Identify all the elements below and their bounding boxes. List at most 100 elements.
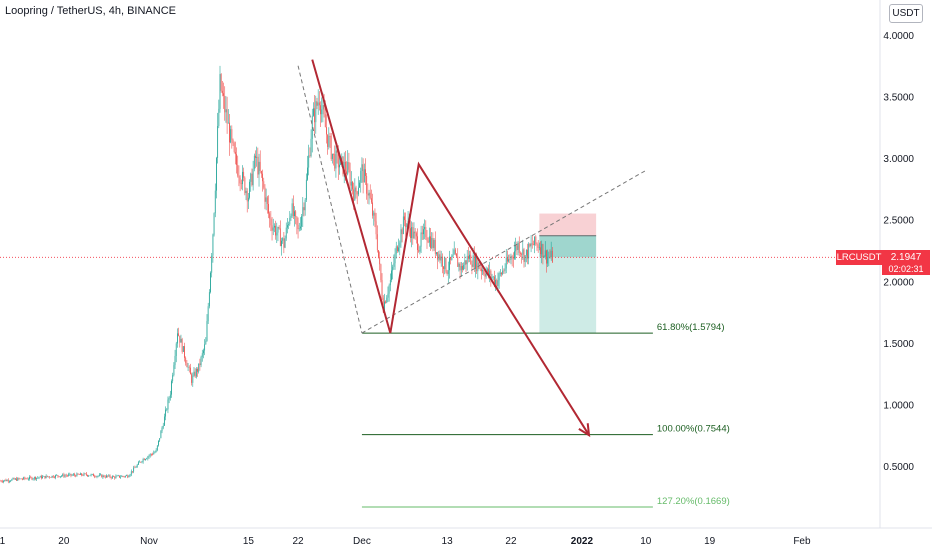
candle-body <box>434 239 436 254</box>
candle-body <box>39 476 41 478</box>
candle-body <box>295 211 297 217</box>
candle-body <box>229 122 230 143</box>
candle-body <box>430 236 431 248</box>
candle-body <box>194 371 196 377</box>
candle-body <box>77 473 79 475</box>
candle-body <box>251 173 253 186</box>
x-tick-label: 15 <box>243 536 255 547</box>
candle-body <box>89 475 91 477</box>
candle-body <box>108 475 110 477</box>
candle-body <box>486 268 488 273</box>
candle-body <box>126 475 127 477</box>
candle-body <box>273 225 275 228</box>
candle-body <box>547 257 549 264</box>
candle-body <box>452 254 454 257</box>
candle-body <box>52 475 54 478</box>
candle-body <box>444 257 446 269</box>
candle-body <box>300 226 301 229</box>
candle-body <box>145 459 146 460</box>
candle-body <box>128 475 130 478</box>
zigzag-pattern-line <box>311 59 590 436</box>
candle-body <box>460 265 462 271</box>
candle-body <box>523 249 525 262</box>
current-price-box: 2.1947 02:02:31 <box>882 250 930 275</box>
candle-body <box>289 217 291 225</box>
candle-body <box>217 126 219 158</box>
candle-body <box>354 187 356 201</box>
bar-countdown: 02:02:31 <box>888 264 924 274</box>
fib-level-label: 61.80%(1.5794) <box>657 322 725 333</box>
candle-body <box>451 256 453 260</box>
candle-body <box>216 157 217 191</box>
candle-body <box>102 475 104 478</box>
candle-body <box>96 476 98 477</box>
candle-body <box>517 242 519 250</box>
candle-body <box>415 233 417 237</box>
candle-body <box>542 243 544 258</box>
candle-body <box>139 461 140 463</box>
candle-body <box>376 234 378 251</box>
candle-body <box>237 164 239 176</box>
candle-body <box>33 477 35 479</box>
candle-body <box>203 350 204 354</box>
candle-body <box>375 221 377 235</box>
candle-body <box>534 236 536 246</box>
candle-body <box>518 242 520 253</box>
candle-body <box>94 476 96 477</box>
candle-body <box>137 462 139 465</box>
candle-body <box>465 260 467 265</box>
candle-body <box>114 476 116 479</box>
candle-body <box>143 458 145 460</box>
candle-body <box>223 93 224 96</box>
candle-body <box>192 375 194 383</box>
candle-body <box>22 479 23 480</box>
candle-body <box>438 254 440 260</box>
candle-body <box>515 245 517 252</box>
candle-body <box>36 477 38 480</box>
candle-body <box>44 476 46 479</box>
fib-level-label: 127.20%(0.1669) <box>657 496 730 507</box>
candle-body <box>510 256 512 260</box>
y-tick-label: 3.5000 <box>883 93 914 104</box>
candle-body <box>238 175 240 178</box>
candle-body <box>90 474 92 476</box>
candle-body <box>123 476 125 477</box>
candle-body <box>4 479 6 481</box>
candle-body <box>185 357 187 363</box>
candle-body <box>244 177 246 194</box>
y-tick-label: 0.5000 <box>883 462 914 473</box>
candle-body <box>530 243 532 247</box>
candle-body <box>104 476 106 478</box>
candle-body <box>154 451 156 453</box>
candle-body <box>296 216 298 226</box>
candle-body <box>167 399 169 410</box>
candle-body <box>432 238 434 249</box>
candle-body <box>46 475 48 477</box>
candle-body <box>208 292 210 307</box>
candle-body <box>45 475 47 479</box>
candle-body <box>245 190 247 194</box>
candle-body <box>484 273 486 277</box>
candle-body <box>226 109 228 124</box>
candle-body <box>348 162 350 170</box>
candle-body <box>121 476 123 477</box>
currency-button[interactable]: USDT <box>889 4 923 23</box>
candle-body <box>329 135 331 137</box>
candle-body <box>471 264 473 267</box>
candle-body <box>30 476 32 478</box>
candle-body <box>308 155 310 168</box>
y-tick-label: 4.0000 <box>883 31 914 42</box>
candle-body <box>67 475 68 477</box>
candle-body <box>394 253 396 264</box>
candle-body <box>283 238 285 248</box>
candle-body <box>370 198 372 203</box>
candle-body <box>63 474 65 477</box>
candle-body <box>282 238 284 241</box>
candle-body <box>365 169 366 176</box>
candle-body <box>224 95 226 113</box>
candle-body <box>327 134 329 147</box>
x-tick-label: Nov <box>140 536 158 547</box>
candle-body <box>74 474 75 476</box>
